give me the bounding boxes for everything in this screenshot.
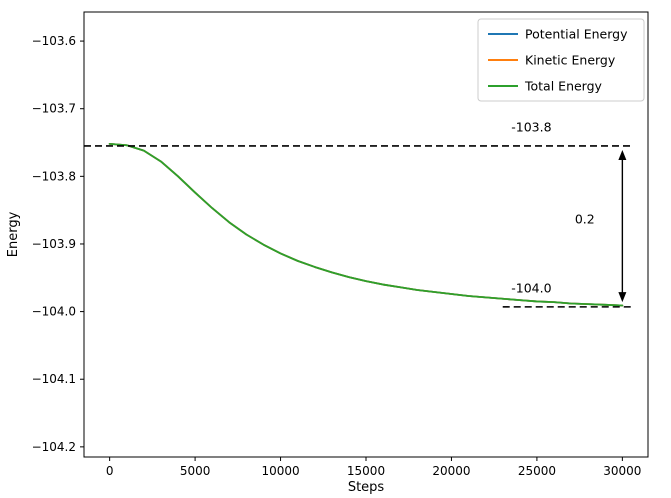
x-tick-label-0: 0 xyxy=(106,464,114,478)
difference-arrow-head-bottom xyxy=(618,292,627,303)
y-tick-label-3: −103.9 xyxy=(32,237,76,251)
dashed-line-label-0: -103.8 xyxy=(511,120,551,135)
legend-label-0: Potential Energy xyxy=(525,27,628,42)
difference-arrow-head-top xyxy=(618,149,627,160)
y-tick-label-1: −103.7 xyxy=(32,102,76,116)
dashed-line-label-1: -104.0 xyxy=(511,281,551,296)
y-tick-label-6: −104.2 xyxy=(32,440,76,454)
difference-arrow-label: 0.2 xyxy=(575,212,595,227)
legend-label-1: Kinetic Energy xyxy=(525,53,616,68)
y-axis-label: Energy xyxy=(6,211,21,257)
x-tick-label-5: 25000 xyxy=(518,464,556,478)
y-tick-label-4: −104.0 xyxy=(32,305,76,319)
x-tick-label-1: 5000 xyxy=(180,464,211,478)
x-axis-label: Steps xyxy=(348,480,385,495)
y-tick-label-2: −103.8 xyxy=(32,169,76,183)
y-tick-label-0: −103.6 xyxy=(32,34,76,48)
x-tick-label-6: 30000 xyxy=(603,464,641,478)
y-tick-label-5: −104.1 xyxy=(32,372,76,386)
legend-label-2: Total Energy xyxy=(524,79,603,94)
x-tick-label-2: 10000 xyxy=(261,464,299,478)
x-tick-label-3: 15000 xyxy=(347,464,385,478)
total-energy-line xyxy=(108,142,624,307)
legend-frame xyxy=(477,18,645,102)
legend: Potential Energy Kinetic Energy Total Ener… xyxy=(477,18,645,102)
x-tick-label-4: 20000 xyxy=(432,464,470,478)
